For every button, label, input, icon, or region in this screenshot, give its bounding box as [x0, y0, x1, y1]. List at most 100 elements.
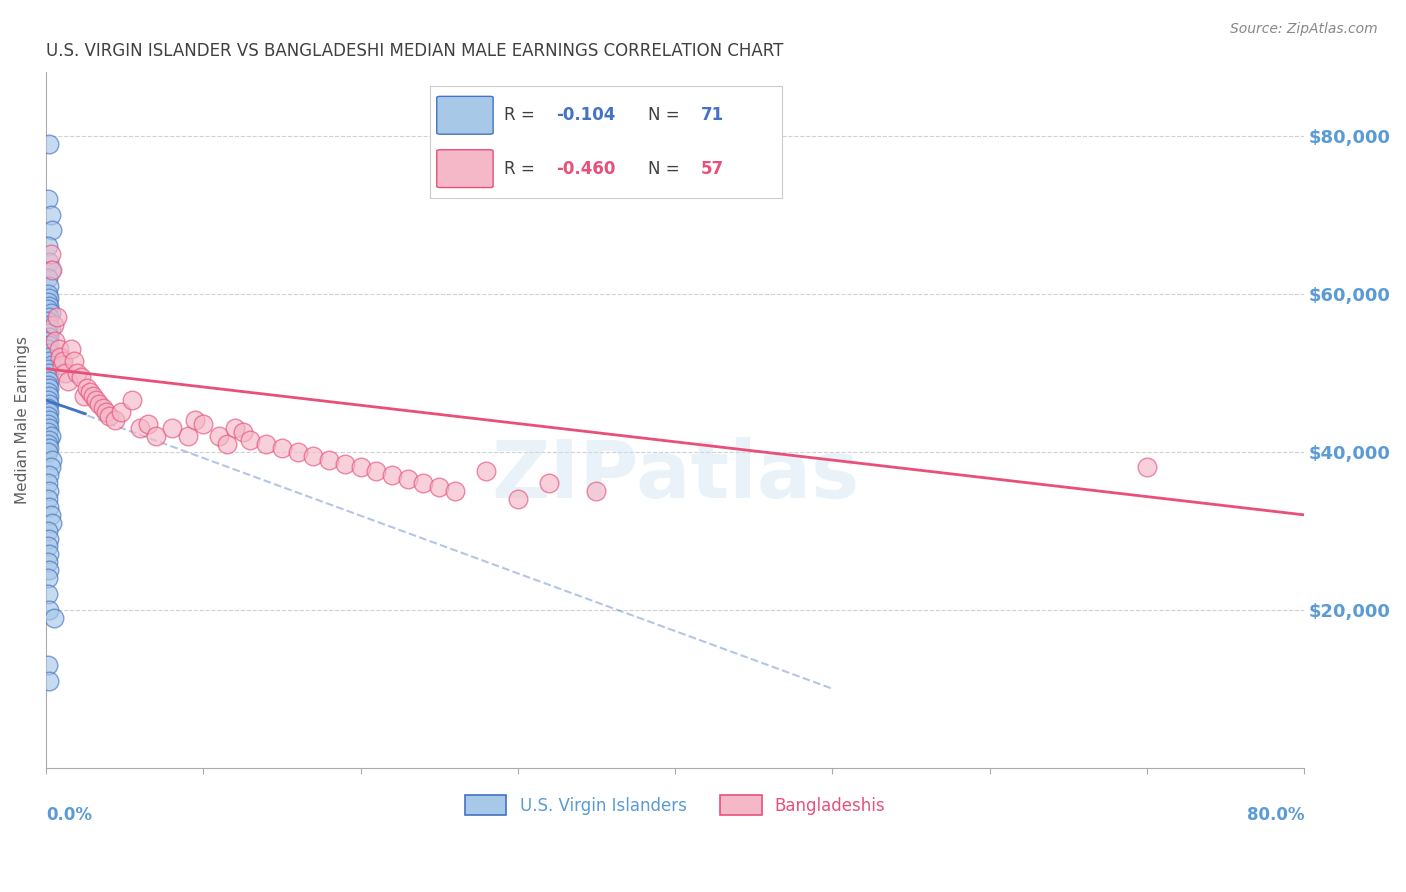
Point	[37, 239, 59, 253]
Point	[37, 555, 59, 569]
Point	[427, 480, 450, 494]
Point	[37, 286, 59, 301]
Point	[38, 389, 60, 403]
Point	[37, 524, 59, 538]
Text: ZIPatlas: ZIPatlas	[491, 437, 859, 515]
Point	[38, 374, 60, 388]
Point	[37, 326, 59, 340]
Point	[37, 393, 59, 408]
Point	[37, 425, 59, 439]
Point	[215, 436, 238, 450]
Point	[270, 441, 292, 455]
Point	[38, 136, 60, 151]
Point	[66, 366, 89, 380]
Point	[38, 468, 60, 483]
Point	[82, 389, 104, 403]
Point	[51, 358, 73, 372]
Point	[254, 436, 277, 450]
Text: 80.0%: 80.0%	[1247, 806, 1305, 824]
Point	[39, 429, 62, 443]
Point	[69, 369, 91, 384]
Point	[38, 366, 60, 380]
Point	[44, 334, 66, 348]
Point	[287, 444, 309, 458]
Point	[38, 255, 60, 269]
Point	[412, 476, 434, 491]
Point	[38, 346, 60, 360]
Point	[37, 444, 59, 458]
Text: 0.0%: 0.0%	[46, 806, 91, 824]
Point	[145, 429, 167, 443]
Point	[38, 673, 60, 688]
Legend: U.S. Virgin Islanders, Bangladeshis: U.S. Virgin Islanders, Bangladeshis	[458, 789, 893, 822]
Point	[37, 409, 59, 423]
Point	[208, 429, 231, 443]
Point	[48, 342, 70, 356]
Point	[97, 409, 120, 423]
Point	[37, 377, 59, 392]
Point	[38, 421, 60, 435]
Point	[41, 223, 63, 237]
Point	[38, 397, 60, 411]
Point	[39, 508, 62, 522]
Point	[94, 405, 117, 419]
Point	[444, 484, 467, 499]
Point	[39, 322, 62, 336]
Point	[37, 294, 59, 309]
Point	[42, 318, 65, 333]
Point	[73, 389, 96, 403]
Point	[37, 342, 59, 356]
Point	[37, 436, 59, 450]
Point	[37, 658, 59, 673]
Point	[1136, 460, 1159, 475]
Point	[53, 366, 76, 380]
Point	[37, 417, 59, 431]
Point	[38, 298, 60, 312]
Point	[302, 449, 325, 463]
Point	[39, 460, 62, 475]
Point	[381, 468, 404, 483]
Point	[38, 433, 60, 447]
Point	[104, 413, 127, 427]
Point	[37, 401, 59, 416]
Point	[63, 353, 86, 368]
Point	[37, 491, 59, 506]
Text: Source: ZipAtlas.com: Source: ZipAtlas.com	[1230, 22, 1378, 37]
Point	[318, 452, 340, 467]
Point	[41, 452, 63, 467]
Point	[37, 385, 59, 400]
Point	[176, 429, 198, 443]
Point	[38, 318, 60, 333]
Point	[56, 374, 79, 388]
Point	[129, 421, 152, 435]
Point	[37, 587, 59, 601]
Point	[39, 306, 62, 320]
Point	[37, 302, 59, 317]
Point	[239, 433, 262, 447]
Point	[38, 413, 60, 427]
Point	[38, 310, 60, 325]
Point	[38, 330, 60, 344]
Point	[38, 484, 60, 499]
Point	[38, 532, 60, 546]
Point	[38, 405, 60, 419]
Point	[39, 247, 62, 261]
Point	[89, 397, 111, 411]
Point	[37, 571, 59, 585]
Point	[475, 464, 498, 478]
Point	[506, 491, 529, 506]
Point	[38, 291, 60, 305]
Point	[37, 540, 59, 554]
Point	[38, 563, 60, 577]
Point	[42, 610, 65, 624]
Point	[110, 405, 132, 419]
Point	[349, 460, 371, 475]
Point	[39, 358, 62, 372]
Point	[52, 353, 75, 368]
Point	[585, 484, 607, 499]
Point	[396, 472, 419, 486]
Point	[39, 208, 62, 222]
Point	[41, 516, 63, 530]
Point	[224, 421, 246, 435]
Point	[160, 421, 183, 435]
